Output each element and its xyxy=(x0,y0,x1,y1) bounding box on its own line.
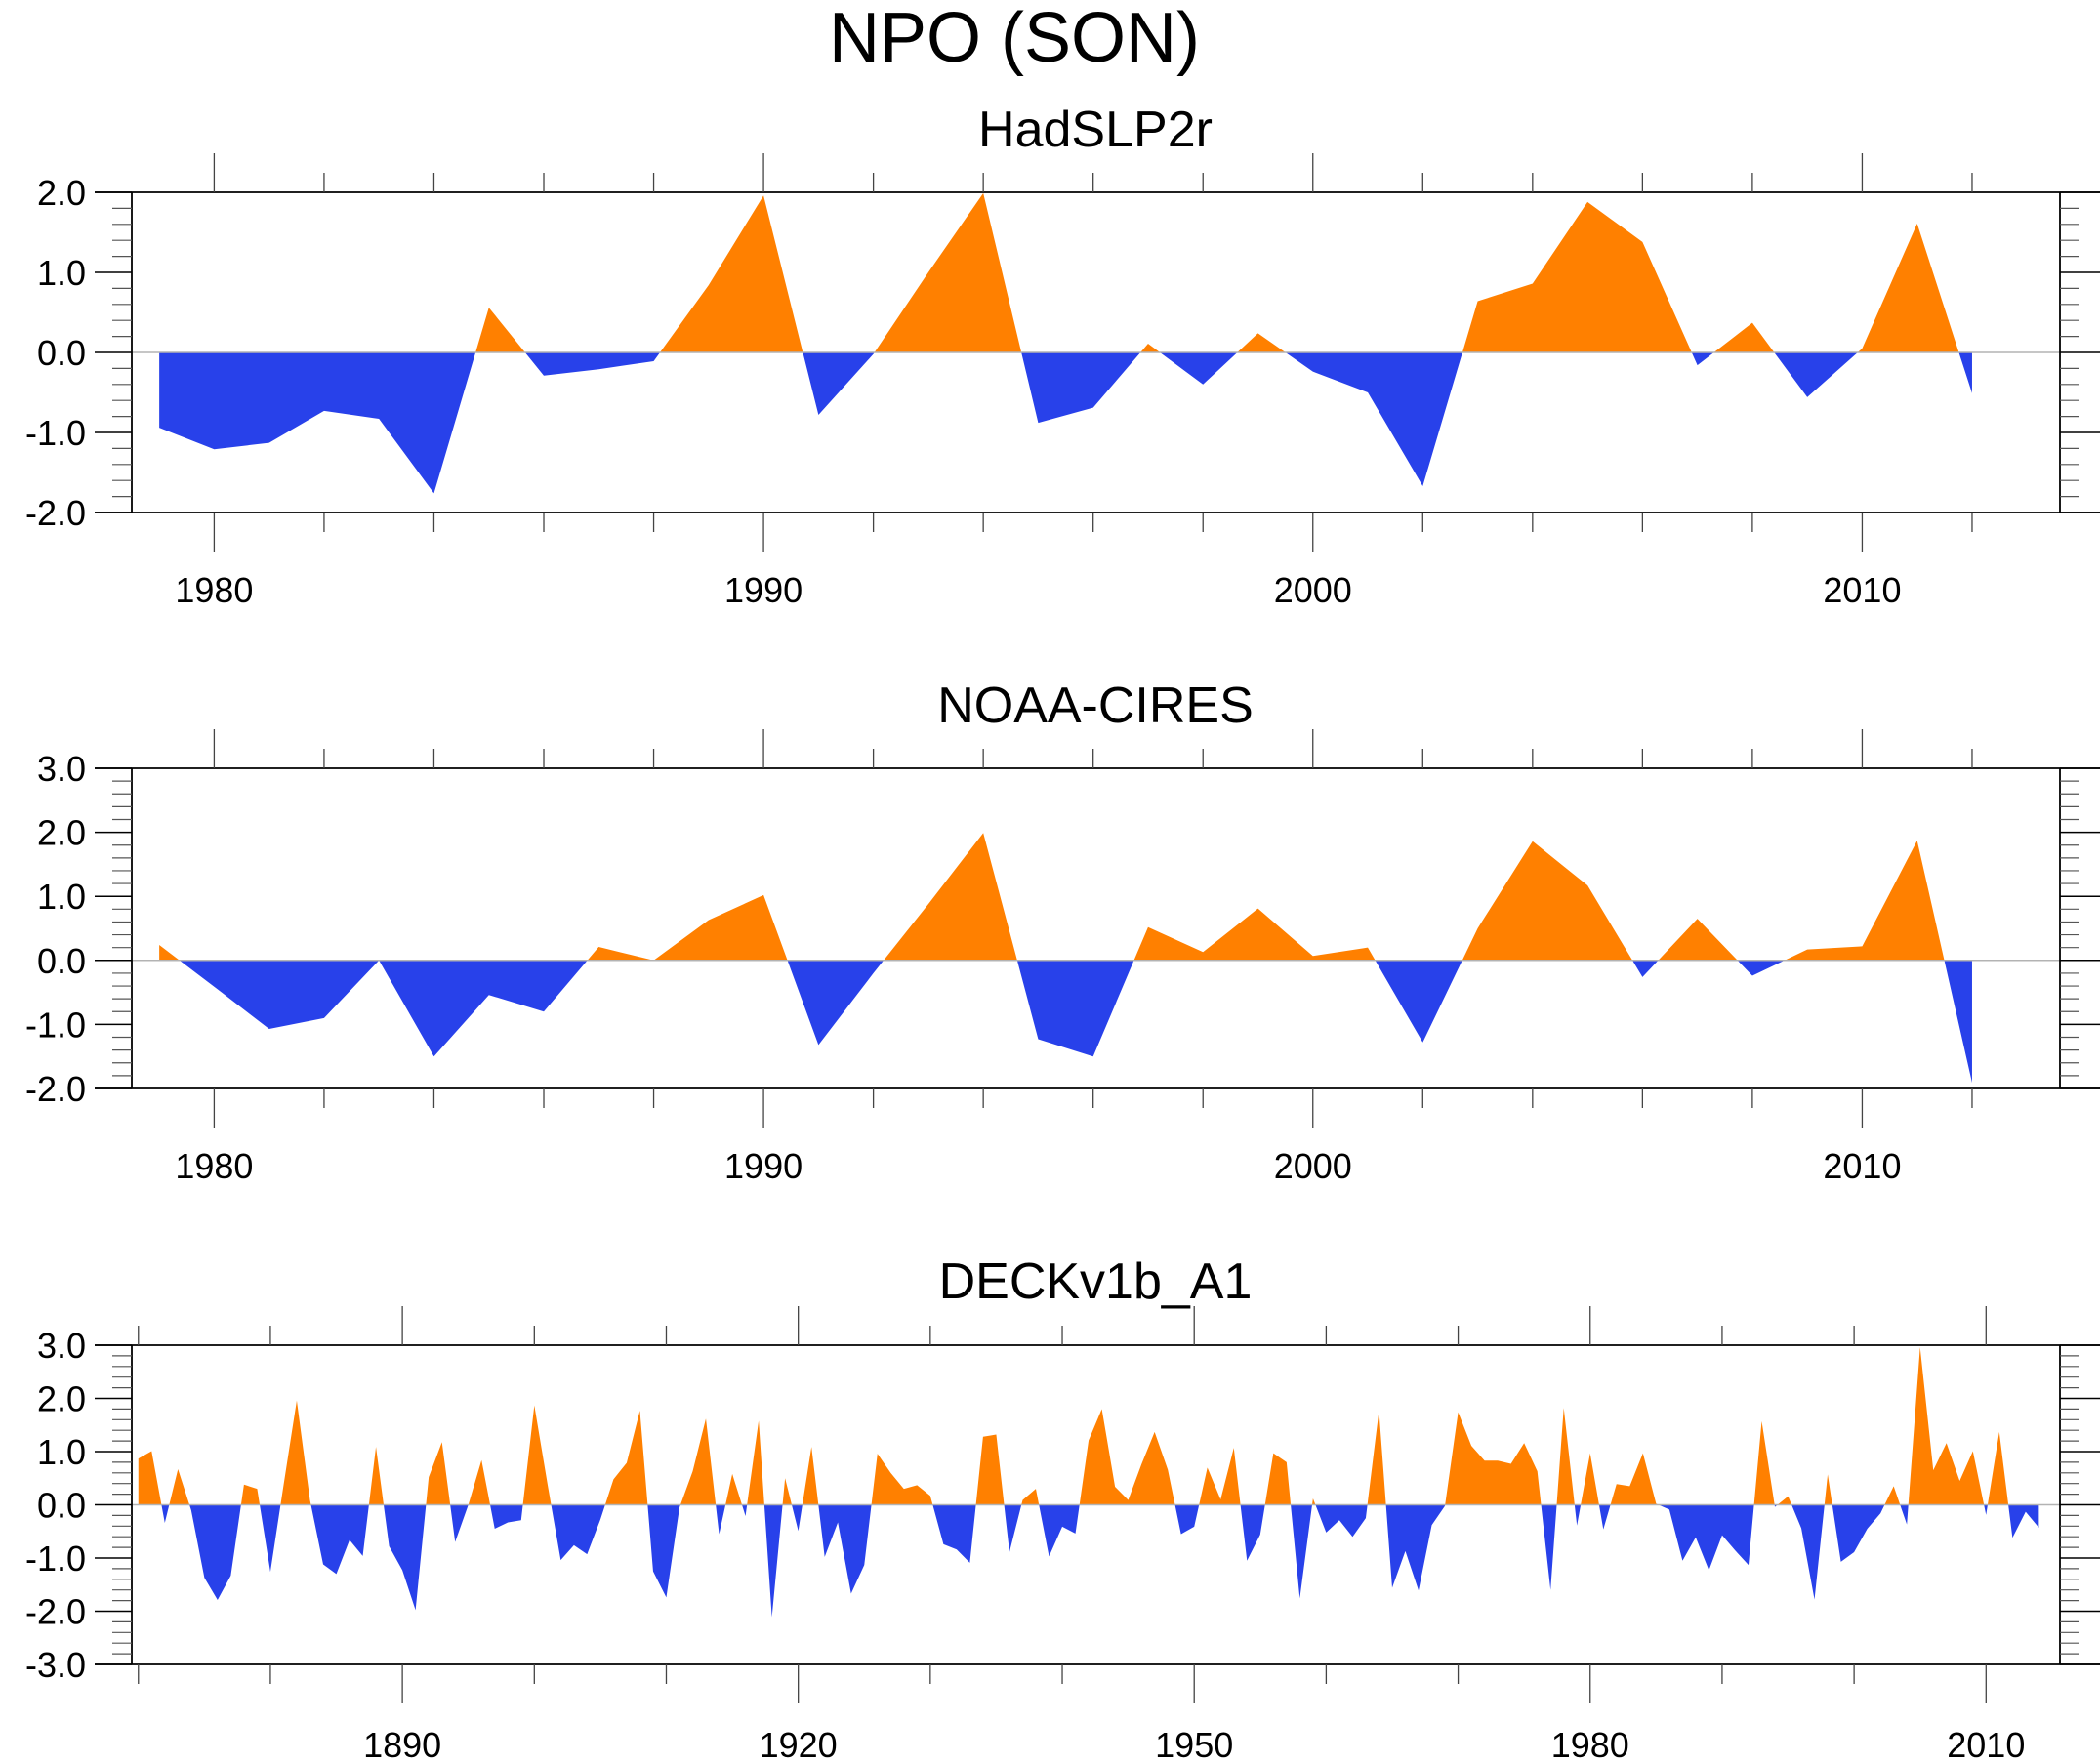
panel-title: HadSLP2r xyxy=(978,102,1213,158)
x-tick-label: 2000 xyxy=(1274,1146,1352,1186)
x-tick-label: 1980 xyxy=(175,570,253,610)
x-tick-label: 1890 xyxy=(363,1725,441,1764)
y-tick-label: 1.0 xyxy=(37,253,86,293)
positive-area xyxy=(159,192,1972,352)
panel-title: DECKv1b_A1 xyxy=(939,1253,1253,1310)
panel-noaa-cires: NOAA-CIRES -2.0 -1.0 0.0 1.0 2.0 3.0 1980 1990 2… xyxy=(25,677,2100,1186)
x-tick-label: 1920 xyxy=(760,1725,838,1764)
y-tick-label: -3.0 xyxy=(25,1645,86,1685)
y-tick-label: -2.0 xyxy=(25,1069,86,1109)
negative-area xyxy=(138,1504,2039,1618)
positive-area xyxy=(138,1347,2039,1505)
y-tick-label: 0.0 xyxy=(37,333,86,373)
negative-area xyxy=(159,960,1972,1084)
y-tick-label: 3.0 xyxy=(37,749,86,789)
y-tick-label: 2.0 xyxy=(37,1379,86,1419)
y-tick-label: 0.0 xyxy=(37,1486,86,1526)
x-tick-label: 1990 xyxy=(724,570,803,610)
y-tick-label: -1.0 xyxy=(25,413,86,453)
positive-area xyxy=(159,833,1972,961)
x-tick-label: 2010 xyxy=(1823,570,1901,610)
panel-deckv1b-a1: DECKv1b_A1 -3.0 -2.0 -1.0 0.0 1.0 2.0 3.0 1890 1… xyxy=(25,1253,2100,1764)
x-tick-label: 1980 xyxy=(1551,1725,1629,1764)
y-tick-label: -2.0 xyxy=(25,1592,86,1632)
y-tick-label: 2.0 xyxy=(37,813,86,853)
x-tick-label: 2010 xyxy=(1947,1725,2025,1764)
negative-area xyxy=(159,352,1972,494)
x-tick-label: 2000 xyxy=(1274,570,1352,610)
panel-hadslp2r: HadSLP2r -2.0 -1.0 0.0 1.0 2.0 1980 1990 2000 20… xyxy=(25,102,2100,610)
y-tick-label: -1.0 xyxy=(25,1005,86,1045)
y-tick-label: 2.0 xyxy=(37,173,86,213)
x-tick-label: 1950 xyxy=(1155,1725,1233,1764)
y-tick-label: -1.0 xyxy=(25,1538,86,1579)
x-tick-label: 1980 xyxy=(175,1146,253,1186)
y-tick-label: -2.0 xyxy=(25,493,86,533)
y-tick-label: 1.0 xyxy=(37,1432,86,1472)
panel-title: NOAA-CIRES xyxy=(937,677,1254,734)
x-tick-label: 2010 xyxy=(1823,1146,1901,1186)
y-tick-label: 3.0 xyxy=(37,1326,86,1366)
y-tick-label: 1.0 xyxy=(37,877,86,917)
figure-title: NPO (SON) xyxy=(829,0,1200,77)
x-tick-label: 1990 xyxy=(724,1146,803,1186)
y-tick-label: 0.0 xyxy=(37,941,86,981)
